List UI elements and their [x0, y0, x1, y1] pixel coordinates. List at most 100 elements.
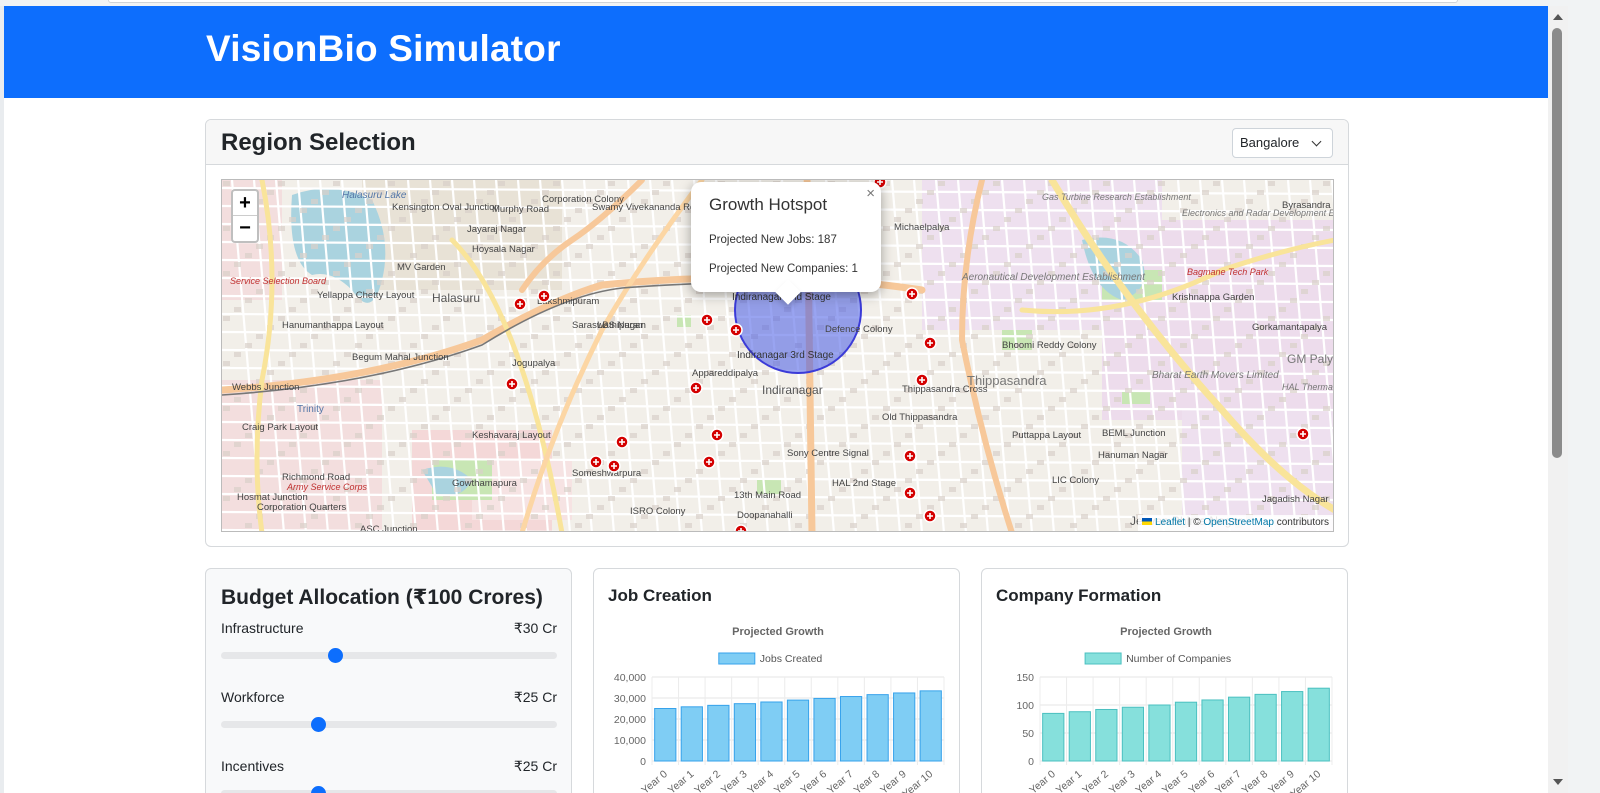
- scroll-down-icon[interactable]: [1553, 779, 1563, 785]
- building: [1224, 442, 1231, 447]
- street: [472, 180, 505, 531]
- building: [267, 505, 274, 510]
- building: [1180, 208, 1187, 213]
- building: [1312, 460, 1319, 465]
- building: [982, 190, 989, 195]
- building: [267, 460, 274, 465]
- building: [1290, 298, 1297, 303]
- building: [938, 271, 945, 276]
- building: [388, 451, 395, 456]
- building: [1037, 415, 1044, 420]
- app-title[interactable]: VisionBio Simulator: [206, 28, 561, 69]
- building: [311, 514, 318, 519]
- building: [278, 406, 285, 411]
- building: [685, 298, 692, 303]
- map-label-service-selection-board: Service Selection Board: [230, 276, 327, 286]
- building: [278, 316, 285, 321]
- slider-thumb[interactable]: [311, 786, 326, 793]
- building: [619, 217, 626, 222]
- building: [575, 298, 582, 303]
- marker-cross: [907, 453, 913, 459]
- zoom-in-button[interactable]: +: [233, 191, 257, 216]
- building: [564, 487, 571, 492]
- map-tiles[interactable]: Halasuru Lake Murphy Road Swamy Vivekanand…: [222, 180, 1334, 532]
- slider-value: ₹25 Cr: [513, 689, 557, 705]
- building: [1235, 343, 1242, 348]
- building: [1103, 361, 1110, 366]
- building: [1235, 478, 1242, 483]
- building: [421, 199, 428, 204]
- close-icon[interactable]: ×: [866, 185, 875, 202]
- building: [1169, 307, 1176, 312]
- building: [498, 406, 505, 411]
- building: [465, 433, 472, 438]
- building: [476, 244, 483, 249]
- building: [927, 460, 934, 465]
- building: [531, 199, 538, 204]
- building: [619, 262, 626, 267]
- hospital-marker-icon: [589, 455, 603, 469]
- building: [344, 487, 351, 492]
- building: [344, 442, 351, 447]
- building: [1092, 280, 1099, 285]
- building: [1147, 415, 1154, 420]
- building: [850, 433, 857, 438]
- map-label-hanumanthappa-layout: Hanumanthappa Layout: [282, 320, 384, 331]
- building: [872, 505, 879, 510]
- region-select[interactable]: Bangalore: [1232, 128, 1333, 158]
- building: [872, 370, 879, 375]
- building: [399, 307, 406, 312]
- building: [751, 424, 758, 429]
- building: [1015, 298, 1022, 303]
- map-label-someshwarpura: Someshwarpura: [572, 468, 642, 479]
- building: [234, 397, 241, 402]
- building: [597, 370, 604, 375]
- zoom-out-button[interactable]: −: [239, 217, 251, 239]
- building: [971, 244, 978, 249]
- building: [311, 244, 318, 249]
- map-label-mv-garden: MV Garden: [397, 262, 446, 273]
- y-tick-label: 150: [1016, 672, 1034, 684]
- building: [1290, 388, 1297, 393]
- building: [454, 262, 461, 267]
- building: [619, 352, 626, 357]
- slider-track[interactable]: [221, 721, 557, 728]
- building: [223, 316, 230, 321]
- osm-link[interactable]: OpenStreetMap: [1203, 517, 1274, 528]
- building: [1224, 487, 1231, 492]
- building: [311, 199, 318, 204]
- scroll-up-icon[interactable]: [1553, 14, 1563, 20]
- building: [1004, 487, 1011, 492]
- building: [278, 181, 285, 186]
- page-scrollbar[interactable]: [1548, 6, 1568, 793]
- building: [1323, 271, 1330, 276]
- scrollbar-thumb[interactable]: [1552, 28, 1562, 458]
- street: [222, 474, 1333, 484]
- map[interactable]: Halasuru Lake Murphy Road Swamy Vivekanand…: [221, 179, 1334, 532]
- slider-thumb[interactable]: [311, 717, 326, 732]
- building: [234, 442, 241, 447]
- building: [1257, 280, 1264, 285]
- building: [762, 460, 769, 465]
- building: [278, 226, 285, 231]
- leaflet-link[interactable]: Leaflet: [1155, 517, 1186, 528]
- slider-thumb[interactable]: [327, 648, 343, 663]
- building: [960, 523, 967, 528]
- building: [1301, 424, 1308, 429]
- building: [1246, 289, 1253, 294]
- building: [894, 487, 901, 492]
- building: [1092, 460, 1099, 465]
- slider-track[interactable]: [221, 652, 557, 659]
- slider-track[interactable]: [221, 790, 557, 793]
- building: [663, 181, 670, 186]
- building: [630, 523, 637, 528]
- bar: [1042, 712, 1065, 762]
- building: [1147, 460, 1154, 465]
- building: [454, 307, 461, 312]
- building: [1059, 352, 1066, 357]
- building: [938, 361, 945, 366]
- map-label-corporation-colony: Corporation Colony: [542, 194, 624, 205]
- building: [1169, 217, 1176, 222]
- building: [1323, 406, 1330, 411]
- hotspot-popup: Growth Hotspot Projected New Jobs: 187 P…: [691, 182, 881, 305]
